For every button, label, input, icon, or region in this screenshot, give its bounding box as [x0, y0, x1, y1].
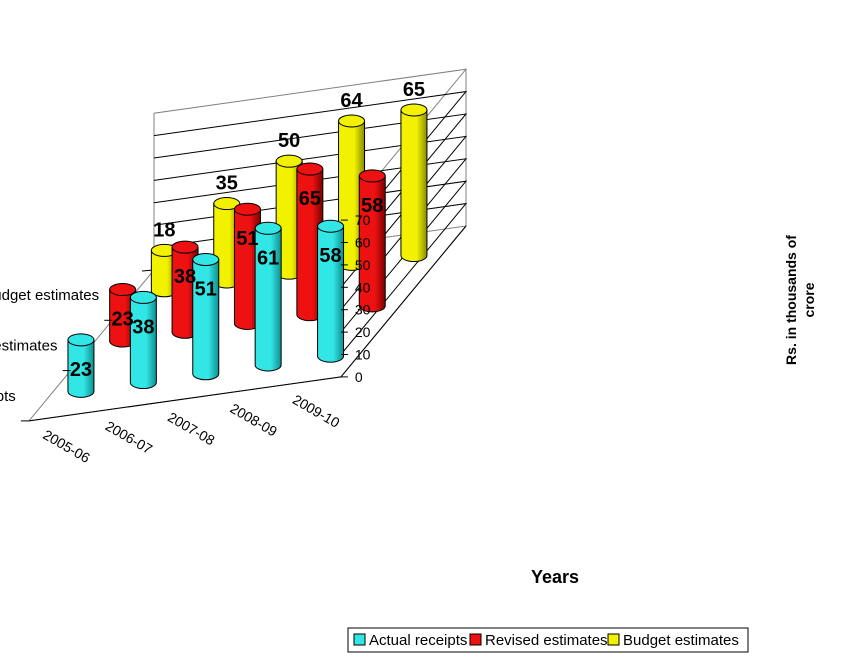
legend-item-budget-estimates: Budget estimates: [607, 632, 739, 649]
y-tick-60: 60: [355, 235, 371, 251]
bar-budget-estimates-2005-06: [150, 243, 178, 298]
bar-revised-estimates-2007-08: [233, 202, 261, 330]
y-tick-50: 50: [355, 257, 371, 273]
legend-label: Revised estimates: [485, 632, 608, 649]
data-label-revised-estimates-2007-08: 51: [236, 228, 258, 250]
data-label-budget-estimates-2005-06: 18: [153, 219, 175, 241]
legend-item-actual-receipts: Actual receipts: [353, 632, 467, 649]
data-label-revised-estimates-2008-09: 65: [299, 188, 321, 210]
bar-actual-receipts-2009-10: [317, 219, 345, 363]
y-tick-10: 10: [355, 347, 371, 363]
legend-swatch: [469, 633, 482, 646]
data-label-actual-receipts-2006-07: 38: [132, 316, 154, 338]
bar-revised-estimates-2006-07: [171, 240, 199, 339]
legend-label: Budget estimates: [623, 632, 739, 649]
bar-actual-receipts-2005-06: [67, 333, 95, 398]
data-label-actual-receipts-2009-10: 58: [319, 245, 341, 267]
y-tick-30: 30: [355, 302, 371, 318]
x-tick-2005-06: 2005-06: [40, 426, 93, 466]
data-label-revised-estimates-2005-06: 23: [112, 309, 134, 331]
y-tick-40: 40: [355, 279, 371, 295]
data-label-budget-estimates-2009-10: 65: [403, 79, 425, 101]
bar-budget-estimates-2007-08: [275, 154, 303, 280]
legend: Actual receipts Revised estimates Budget e…: [347, 627, 749, 653]
y-tick-0: 0: [355, 369, 363, 385]
bar-actual-receipts-2006-07: [129, 290, 157, 390]
bar-budget-estimates-2009-10: [400, 103, 428, 263]
y-axis-title: Rs. in thousands of crore: [783, 235, 817, 365]
bar-revised-estimates-2005-06: [109, 283, 137, 348]
legend-swatch: [353, 633, 366, 646]
data-label-revised-estimates-2006-07: 38: [174, 266, 196, 288]
data-label-actual-receipts-2007-08: 51: [195, 279, 217, 301]
y-tick-70: 70: [355, 212, 371, 228]
legend-label: Actual receipts: [369, 632, 467, 649]
bar-revised-estimates-2009-10: [358, 169, 386, 313]
x-tick-2007-08: 2007-08: [165, 409, 218, 449]
data-label-budget-estimates-2007-08: 50: [278, 130, 300, 152]
series-axis-label-revised-estimates: Revised estimates: [0, 337, 57, 354]
y-axis-title-line: Rs. in thousands of: [783, 235, 799, 365]
x-tick-2006-07: 2006-07: [103, 418, 156, 458]
y-axis-title-line: crore: [801, 282, 817, 317]
series-axis-label-budget-estimates: Budget estimates: [0, 287, 99, 304]
y-tick-20: 20: [355, 324, 371, 340]
x-tick-2009-10: 2009-10: [290, 391, 343, 431]
x-axis-title: Years: [531, 567, 579, 587]
bar-actual-receipts-2008-09: [254, 221, 282, 372]
legend-item-revised-estimates: Revised estimates: [469, 632, 608, 649]
legend-box: [347, 627, 749, 653]
legend-swatch: [607, 633, 620, 646]
bar-actual-receipts-2007-08: [192, 253, 220, 381]
series-axis-label-actual-receipts: Actual receipts: [0, 388, 16, 405]
data-label-budget-estimates-2006-07: 35: [216, 173, 238, 195]
x-tick-2008-09: 2008-09: [228, 400, 281, 440]
data-label-revised-estimates-2009-10: 58: [361, 195, 383, 217]
data-label-actual-receipts-2008-09: 61: [257, 247, 279, 269]
data-label-actual-receipts-2005-06: 23: [70, 359, 92, 381]
data-label-budget-estimates-2008-09: 64: [340, 90, 363, 112]
bar-revised-estimates-2008-09: [296, 162, 324, 322]
